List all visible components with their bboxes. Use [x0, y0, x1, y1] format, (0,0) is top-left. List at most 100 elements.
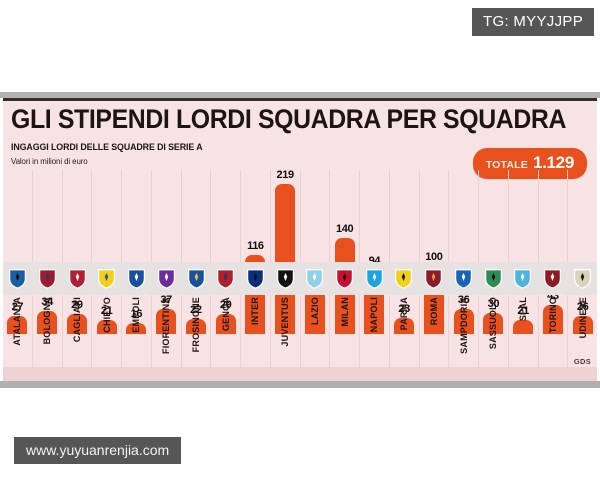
- bar: [483, 313, 504, 334]
- bar-value-label: 140: [336, 223, 354, 235]
- team-label-cell: FIORENTINA: [152, 295, 182, 367]
- bar-value-label: 30: [487, 298, 500, 310]
- crest-cell: [389, 262, 419, 295]
- chart-subtitle: INGAGGI LORDI DELLE SQUADRE DI SERIE A: [11, 142, 203, 153]
- team-label: CAGLIARI: [71, 297, 82, 343]
- frosinone-crest-icon: [187, 269, 205, 289]
- team-label-cell: EMPOLI: [122, 295, 152, 367]
- bar-value-label: 116: [247, 240, 264, 252]
- crest-cell: [508, 262, 538, 295]
- title-divider: [3, 98, 597, 101]
- genoa-crest-icon: [217, 269, 235, 289]
- top-grey-strip: [0, 92, 600, 98]
- bar-value-label: 219: [276, 169, 295, 181]
- team-label: TORINO: [547, 297, 558, 334]
- team-label-cell: LAZIO: [301, 295, 331, 367]
- bologna-crest-icon: [39, 269, 57, 289]
- team-label-cell: MILAN: [330, 295, 360, 367]
- team-label: ATALANTA: [12, 297, 23, 346]
- bar: [453, 309, 474, 334]
- total-badge-label: TOTALE: [485, 159, 528, 171]
- bar: [513, 320, 534, 334]
- crest-cell: [359, 262, 389, 295]
- juventus-crest-icon: [276, 269, 294, 289]
- bar-value-label: 16: [130, 308, 143, 320]
- team-label-cell: SASSUOLO: [479, 295, 509, 367]
- footer-strip: [3, 367, 597, 381]
- empoli-crest-icon: [128, 269, 146, 289]
- team-label: MILAN: [339, 297, 350, 327]
- bottom-grey-strip: [0, 381, 600, 388]
- crest-cell: [122, 262, 152, 295]
- team-label: EMPOLI: [131, 297, 142, 333]
- team-label-cell: SAMPDORIA: [449, 295, 479, 367]
- crest-cell: [270, 262, 300, 295]
- chart-units-note: Valori in milioni di euro: [11, 156, 88, 166]
- crest-cell: [62, 262, 92, 295]
- team-label: UDINESE: [577, 297, 588, 339]
- chart-panel: GLI STIPENDI LORDI SQUADRA PER SQUADRA I…: [3, 98, 597, 381]
- bar-value-label: 21: [100, 305, 113, 317]
- bar: [7, 316, 28, 334]
- bar: [572, 316, 593, 334]
- atalanta-crest-icon: [9, 269, 27, 289]
- bar: [185, 319, 206, 334]
- team-label-cell: TORINO: [539, 295, 569, 367]
- team-label: GENOA: [220, 297, 231, 332]
- crest-cell: [241, 262, 271, 295]
- bar: [394, 318, 415, 334]
- crest-cell: [538, 262, 568, 295]
- team-label-cell: FROSINONE: [182, 295, 212, 367]
- bar-value-label: 94: [368, 255, 381, 267]
- team-label: FIORENTINA: [161, 297, 172, 354]
- bar-value-label: 26: [576, 301, 589, 313]
- team-label-cell: GENOA: [211, 295, 241, 367]
- team-label-band: ATALANTA BOLOGNA CAGLIARI CHIEVO EMPOLI FIORE…: [3, 295, 597, 367]
- napoli-crest-icon: [365, 269, 383, 289]
- milan-crest-icon: [336, 269, 354, 289]
- crest-cell: [33, 262, 63, 295]
- parma-crest-icon: [395, 269, 413, 289]
- team-label: SPAL: [518, 297, 529, 322]
- team-label: JUVENTUS: [280, 297, 291, 347]
- team-label: INTER: [250, 297, 261, 325]
- page-title: GLI STIPENDI LORDI SQUADRA PER SQUADRA: [11, 104, 567, 134]
- team-label-cell: BOLOGNA: [33, 295, 63, 367]
- team-label-cell: JUVENTUS: [271, 295, 301, 367]
- crest-cell: [92, 262, 122, 295]
- torino-crest-icon: [544, 269, 561, 289]
- tg-badge: TG: MYYJJPP: [472, 8, 594, 36]
- chievo-crest-icon: [98, 269, 116, 289]
- bar-value-label: 43: [547, 290, 559, 302]
- team-label-cell: PARMA: [390, 295, 420, 367]
- team-label-cell: CHIEVO: [92, 295, 122, 367]
- team-label: SAMPDORIA: [458, 297, 469, 354]
- bar: [215, 314, 236, 334]
- site-watermark: www.yuyuanrenjia.com: [14, 437, 182, 464]
- fiorentina-crest-icon: [157, 269, 175, 289]
- inter-crest-icon: [246, 269, 264, 289]
- bar: [126, 323, 147, 334]
- crest-band: [3, 262, 597, 295]
- bar: [304, 289, 325, 334]
- team-label: LAZIO: [309, 297, 320, 325]
- bar-value-label: 29: [219, 299, 232, 311]
- team-label: BOLOGNA: [42, 297, 53, 345]
- bar: [37, 311, 58, 334]
- total-badge-value: 1.129: [532, 153, 574, 172]
- team-label-cell: NAPOLI: [360, 295, 390, 367]
- spal-crest-icon: [514, 269, 532, 289]
- crest-cell: [567, 262, 597, 295]
- sassuolo-crest-icon: [484, 269, 502, 289]
- team-label-cell: INTER: [241, 295, 271, 367]
- team-label-cell: CAGLIARI: [63, 295, 93, 367]
- crest-cell: [211, 262, 241, 295]
- team-label-cell: ROMA: [420, 295, 450, 367]
- bar-value-label: 21: [517, 305, 529, 317]
- team-label: CHIEVO: [101, 297, 112, 333]
- bar-value-label: 36: [457, 294, 470, 306]
- source-credit: GDS: [573, 357, 591, 366]
- bar-column: 26: [568, 170, 597, 381]
- team-label-cell: ATALANTA: [3, 295, 33, 367]
- udinese-crest-icon: [573, 269, 591, 289]
